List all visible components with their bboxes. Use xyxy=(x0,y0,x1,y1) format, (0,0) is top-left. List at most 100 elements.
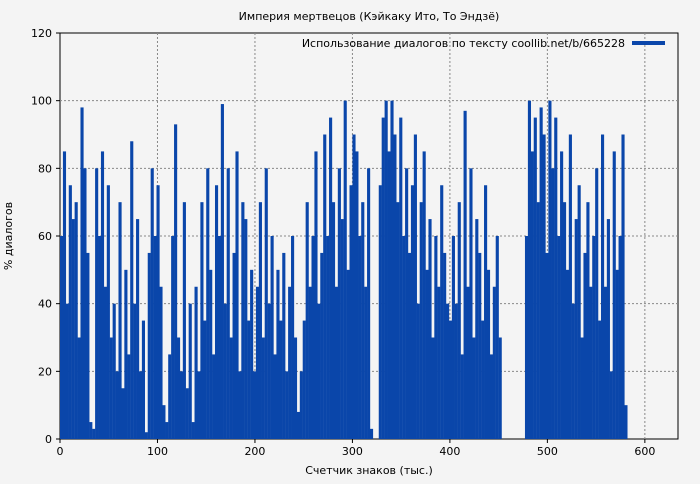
bar xyxy=(299,371,303,439)
bar xyxy=(603,286,608,439)
bar xyxy=(331,202,336,439)
bar xyxy=(232,252,236,439)
bar xyxy=(77,337,81,439)
bar xyxy=(557,236,561,439)
bar xyxy=(460,354,464,439)
bar xyxy=(144,432,148,439)
x-tick-label: 400 xyxy=(439,445,460,458)
bar xyxy=(182,202,186,439)
bar xyxy=(361,202,365,439)
bar xyxy=(443,252,447,439)
bar xyxy=(413,134,417,439)
bar xyxy=(194,286,198,439)
bar xyxy=(425,269,429,439)
bar xyxy=(407,252,412,439)
bar xyxy=(302,320,306,439)
bar xyxy=(431,337,435,439)
bar xyxy=(580,337,584,439)
bar xyxy=(68,185,72,439)
bar xyxy=(334,286,339,439)
x-tick-label: 200 xyxy=(244,445,265,458)
bar xyxy=(89,422,93,439)
bar xyxy=(329,117,333,439)
bar xyxy=(600,134,605,439)
bar xyxy=(598,320,602,439)
x-tick-label: 500 xyxy=(537,445,558,458)
bar xyxy=(565,269,570,439)
bar xyxy=(188,303,192,439)
bar xyxy=(255,286,260,439)
bar xyxy=(548,100,552,440)
bar xyxy=(384,100,388,440)
bar xyxy=(80,107,84,439)
bar xyxy=(106,185,110,439)
bar xyxy=(100,151,105,439)
bar xyxy=(463,110,467,440)
bar xyxy=(621,134,625,439)
bar xyxy=(86,252,90,439)
y-axis-label: % диалогов xyxy=(2,202,15,270)
bar xyxy=(214,185,219,439)
bar xyxy=(217,236,222,439)
bar xyxy=(235,151,239,439)
legend: Использование диалогов по тексту coollib… xyxy=(302,37,665,50)
bar xyxy=(244,219,248,439)
x-axis-label: Счетчик знаков (тыс.) xyxy=(305,464,433,477)
bar xyxy=(62,151,67,439)
bar xyxy=(410,185,415,439)
bar xyxy=(162,405,166,439)
bar xyxy=(352,134,356,439)
bar xyxy=(539,107,543,439)
bar xyxy=(147,252,151,439)
bar xyxy=(112,303,116,439)
x-tick-label: 300 xyxy=(342,445,363,458)
bar xyxy=(276,269,280,439)
bar xyxy=(305,202,309,439)
bar xyxy=(533,117,537,439)
bar xyxy=(288,286,292,439)
bar xyxy=(83,168,87,440)
bar xyxy=(98,236,102,439)
bar xyxy=(367,168,371,440)
bar xyxy=(381,117,385,439)
bar xyxy=(279,320,283,439)
y-tick-label: 20 xyxy=(38,365,52,378)
bar xyxy=(197,371,201,439)
bar xyxy=(124,269,128,439)
bar xyxy=(562,202,567,439)
x-tick-label: 100 xyxy=(147,445,168,458)
bar xyxy=(308,286,312,439)
bar xyxy=(387,151,391,439)
bar xyxy=(440,185,444,439)
bar xyxy=(554,117,558,439)
bar xyxy=(364,286,368,439)
bar xyxy=(606,219,610,439)
bar xyxy=(141,320,146,439)
bar xyxy=(378,185,382,439)
bar xyxy=(437,286,441,439)
legend-swatch xyxy=(632,41,665,45)
bar xyxy=(238,371,242,439)
bar xyxy=(229,337,233,439)
bar xyxy=(130,141,134,439)
bar xyxy=(346,269,350,439)
bar xyxy=(542,134,546,439)
x-tick-label: 600 xyxy=(634,445,655,458)
bar xyxy=(267,303,271,439)
bar xyxy=(369,428,374,439)
bar xyxy=(574,219,578,439)
bar xyxy=(618,236,622,439)
bar xyxy=(486,269,491,439)
bar xyxy=(612,151,616,439)
bar xyxy=(118,202,122,439)
bar xyxy=(492,286,496,439)
bar xyxy=(583,252,587,439)
bar xyxy=(469,168,473,440)
bar xyxy=(475,219,479,439)
bar xyxy=(109,337,113,439)
bar xyxy=(568,134,572,439)
bar xyxy=(624,405,628,439)
bar xyxy=(484,185,488,439)
bar xyxy=(320,252,324,439)
